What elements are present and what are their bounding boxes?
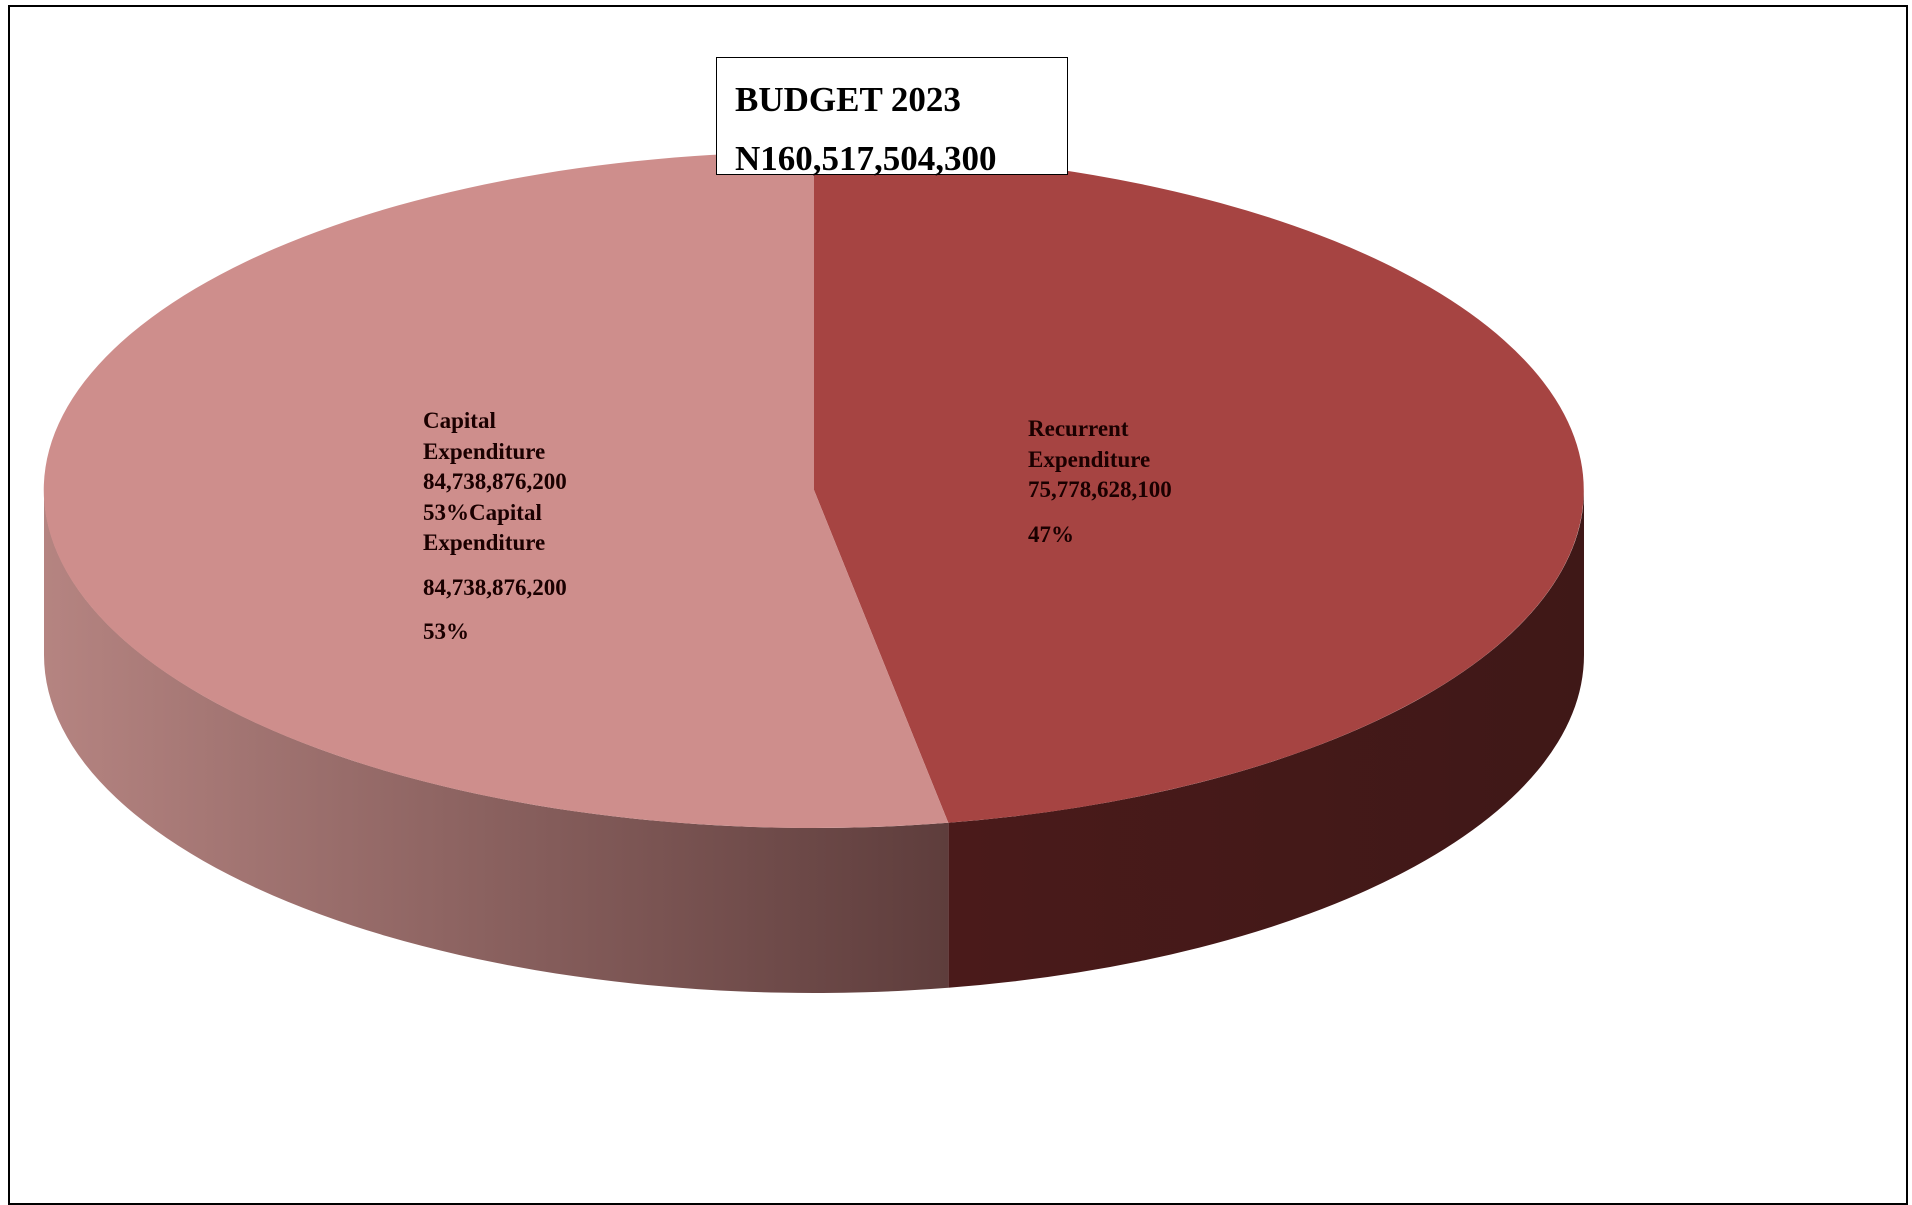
data-label-capital-line: 84,738,876,200 (423, 574, 567, 600)
chart-title: BUDGET 2023 (735, 80, 961, 119)
data-label-capital-line: Expenditure (423, 438, 546, 464)
data-label-recurrent-line: Recurrent (1028, 416, 1129, 441)
data-label-capital: Capital Expenditure 84,738,876,200 53%Ca… (423, 406, 567, 648)
pie-slice-capital (43, 151, 949, 828)
data-label-capital-line: 84,738,876,200 (423, 469, 567, 494)
chart-title-box: BUDGET 2023 N160,517,504,300 (716, 57, 1068, 178)
data-label-recurrent-line: 75,778,628,100 (1028, 477, 1172, 502)
data-label-recurrent-line: 47% (1028, 521, 1074, 547)
data-label-capital-line: 53%Capital (423, 499, 542, 525)
data-label-recurrent: Recurrent Expenditure 75,778,628,100 47% (1028, 414, 1172, 550)
pie-chart (43, 151, 1584, 993)
pie-side-capital (44, 490, 949, 993)
data-label-recurrent-line: Expenditure (1028, 446, 1151, 472)
pie-slice-recurrent (814, 152, 1584, 823)
chart-subtitle: N160,517,504,300 (735, 139, 997, 178)
pie-side-recurrent (948, 490, 1584, 988)
data-label-capital-line: 53% (423, 619, 469, 644)
data-label-capital-line: Capital (423, 408, 496, 433)
data-label-capital-line: Expenditure (423, 530, 546, 555)
